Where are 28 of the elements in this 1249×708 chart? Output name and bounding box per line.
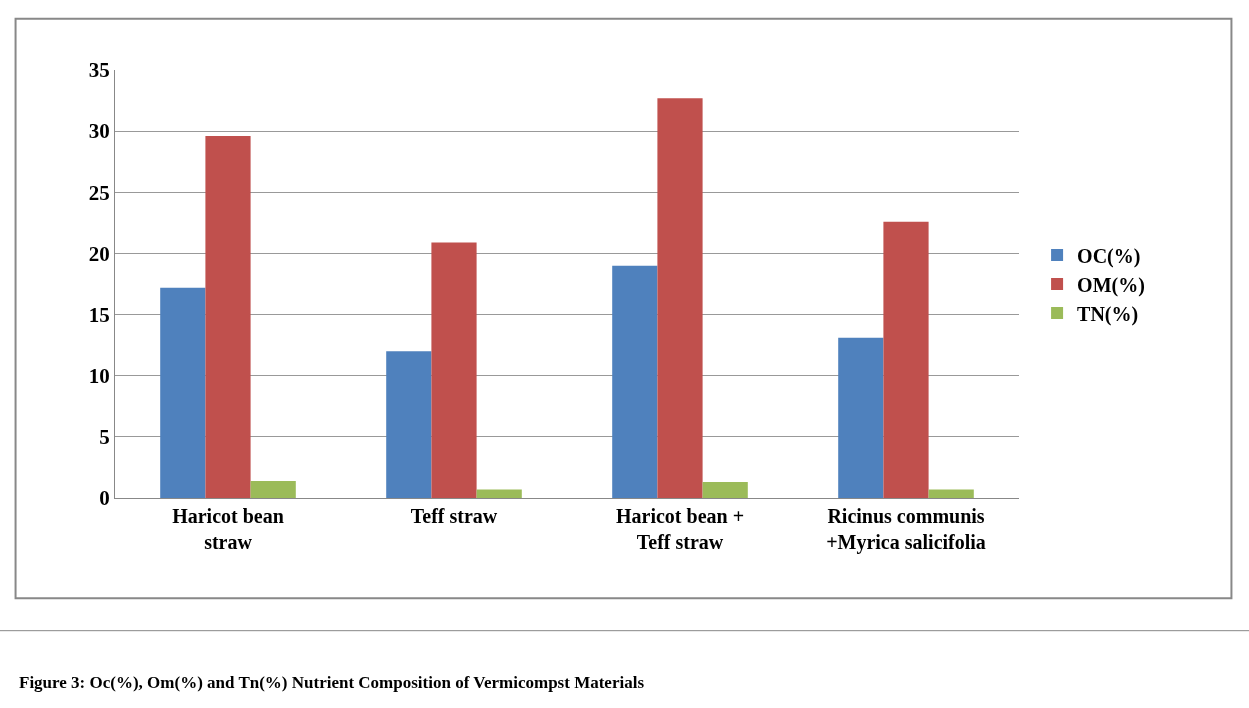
y-tick-label: 20 [88,241,110,266]
bar [431,242,477,498]
y-tick-label: 35 [88,58,110,83]
legend-label: OC(%) [1077,244,1141,268]
bar [160,287,206,498]
y-tick-label: 5 [99,425,110,450]
bar [205,136,251,498]
bar [250,480,296,498]
bar [476,489,522,498]
bar [657,98,703,498]
y-tick-label: 15 [88,302,110,327]
bar [386,351,432,498]
bar [702,482,748,498]
y-tick-label: 30 [88,119,110,144]
x-tick-label: Haricot bean + Teff straw [615,505,745,553]
bar [928,489,974,498]
x-tick-label: Teff straw [410,505,498,527]
bar [612,265,658,498]
y-tick-label: 25 [88,180,110,205]
bar [838,337,884,498]
y-tick-label: 0 [99,486,110,511]
legend-label: OM(%) [1077,273,1145,297]
bar [883,221,929,498]
y-tick-label: 10 [88,364,110,389]
x-tick-label: Haricot bean straw [172,505,284,553]
x-tick-label: Ricinus communis +Myrica salicifolia [826,505,986,554]
legend-label: TN(%) [1077,302,1139,326]
caption: Figure 3: Oc(%), Om(%) and Tn(%) Nutrient Composition of Vermicompst Materials [19,673,645,692]
